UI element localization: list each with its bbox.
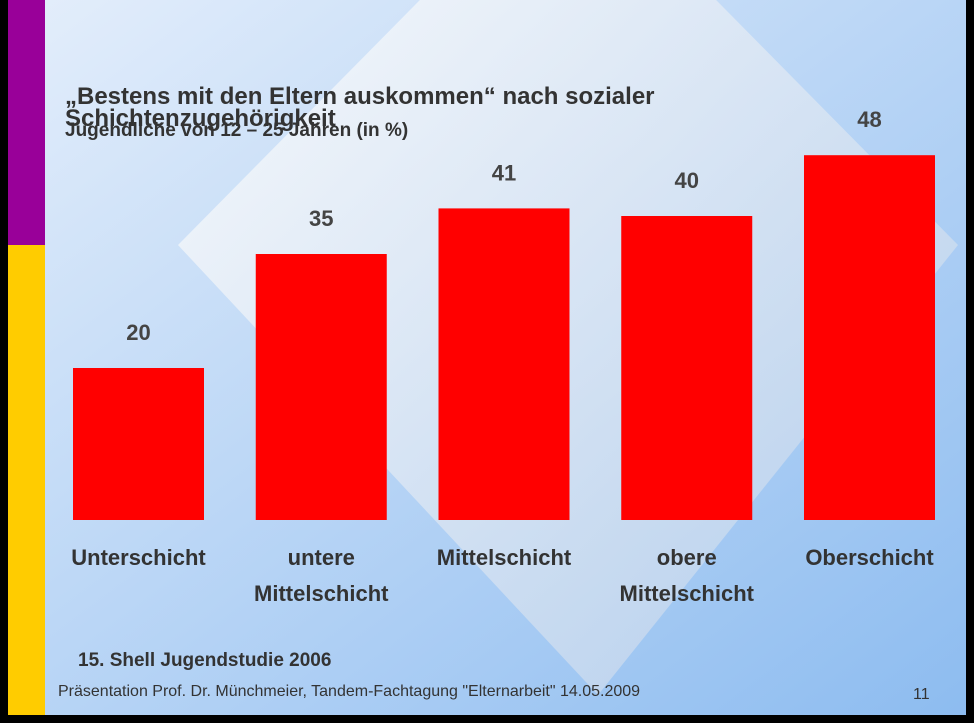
- chart-subtitle: Jugendliche von 12 – 25 Jahren (in %): [65, 120, 409, 141]
- data-label: 20: [126, 320, 150, 345]
- bar: [255, 254, 387, 520]
- x-tick-label: Mittelschicht: [436, 545, 572, 570]
- bar: [804, 155, 935, 520]
- footer: Präsentation Prof. Dr. Münchmeier, Tande…: [58, 683, 641, 700]
- bar: [438, 208, 570, 520]
- page-number: 11: [913, 686, 930, 703]
- chart-title: „Bestens mit den Eltern auskommen“ nach …: [65, 83, 655, 132]
- stripe-purple: [8, 0, 45, 245]
- x-tick-label: untere Mittelschicht: [254, 545, 389, 606]
- slide: 20 35 41 40 48 „Bestens mit den Eltern ausko…: [8, 0, 966, 715]
- x-tick-label: Oberschicht: [805, 545, 934, 570]
- bar: [73, 368, 204, 520]
- data-label: 48: [857, 107, 881, 132]
- chart: 20 35 41 40 48: [8, 0, 966, 715]
- x-tick-label: Unterschicht: [71, 545, 206, 570]
- data-label: 35: [309, 206, 333, 231]
- source: 15. Shell Jugendstudie 2006: [78, 650, 332, 671]
- stripe-yellow: [8, 245, 45, 715]
- data-label: 40: [675, 168, 699, 193]
- bar: [621, 216, 753, 520]
- data-label: 41: [492, 160, 516, 185]
- x-tick-label: obere Mittelschicht: [619, 545, 754, 606]
